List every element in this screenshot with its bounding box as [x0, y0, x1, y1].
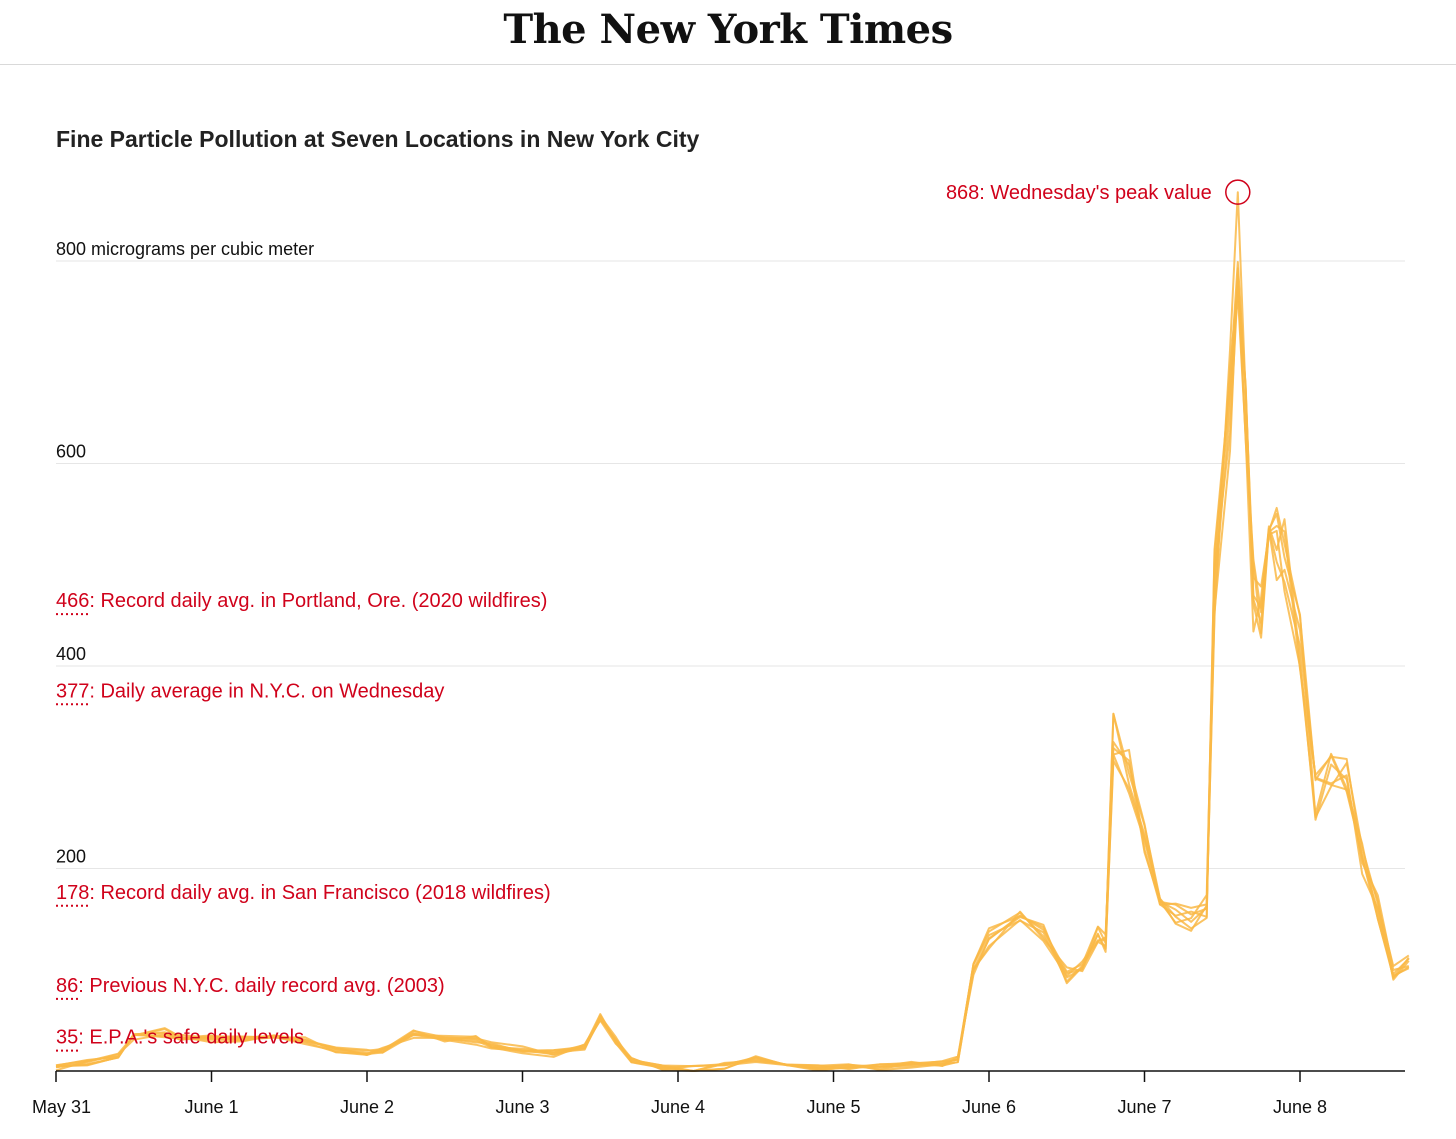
peak-annotation: 868: Wednesday's peak value	[946, 179, 1251, 205]
y-tick-label: 400	[56, 644, 86, 664]
series-lines	[55, 191, 1410, 1072]
series-line	[55, 273, 1410, 1071]
nyt-logo[interactable]: The New York Times	[503, 6, 953, 53]
reference-annotation: 377: Daily average in N.Y.C. on Wednesda…	[56, 680, 444, 706]
reference-value: 377	[56, 680, 89, 702]
series-line	[55, 191, 1410, 1072]
reference-value: 178	[56, 882, 89, 904]
chart-title: Fine Particle Pollution at Seven Locatio…	[56, 126, 700, 152]
x-axis: May 31 June 1 June 2 June 3 June 4 June 5 June…	[32, 1070, 1405, 1117]
reference-annotation: 35: E.P.A.'s safe daily levels	[56, 1027, 304, 1052]
x-tick-label: June 4	[651, 1097, 705, 1117]
y-tick-label: 600	[56, 442, 86, 462]
reference-label: 86: Previous N.Y.C. daily record avg. (2…	[56, 975, 445, 997]
x-tick-label: June 7	[1117, 1097, 1171, 1117]
reference-text: : Daily average in N.Y.C. on Wednesday	[89, 680, 444, 702]
y-axis-ticks: 800 micrograms per cubic meter 600 400 200	[56, 239, 314, 867]
x-tick-label: June 3	[495, 1097, 549, 1117]
reference-text: : Record daily avg. in Portland, Ore. (2…	[89, 590, 547, 612]
reference-annotation: 178: Record daily avg. in San Francisco …	[56, 882, 551, 907]
reference-label: 466: Record daily avg. in Portland, Ore.…	[56, 590, 547, 612]
peak-label: 868: Wednesday's peak value	[946, 182, 1212, 204]
reference-value: 466	[56, 590, 89, 612]
reference-label: 178: Record daily avg. in San Francisco …	[56, 882, 551, 904]
series-line	[55, 286, 1410, 1072]
x-tick-label: June 2	[340, 1097, 394, 1117]
reference-annotation: 86: Previous N.Y.C. daily record avg. (2…	[56, 975, 445, 1000]
reference-text: : E.P.A.'s safe daily levels	[78, 1027, 304, 1049]
x-tick-label: June 6	[962, 1097, 1016, 1117]
reference-value: 86	[56, 975, 78, 997]
x-tick-label: June 1	[184, 1097, 238, 1117]
y-tick-label: 800 micrograms per cubic meter	[56, 239, 314, 259]
reference-label: 377: Daily average in N.Y.C. on Wednesda…	[56, 680, 444, 702]
reference-value: 35	[56, 1027, 78, 1049]
masthead: The New York Times	[0, 0, 1456, 65]
x-tick-label: June 8	[1273, 1097, 1327, 1117]
reference-text: : Previous N.Y.C. daily record avg. (200…	[78, 975, 444, 997]
reference-text: : Record daily avg. in San Francisco (20…	[89, 882, 550, 904]
x-tick-label: May 31	[32, 1097, 91, 1117]
series-line	[55, 261, 1410, 1072]
grid-lines	[56, 260, 1405, 869]
series-line	[55, 267, 1410, 1071]
reference-label: 35: E.P.A.'s safe daily levels	[56, 1027, 304, 1049]
x-tick-label: June 5	[806, 1097, 860, 1117]
y-tick-label: 200	[56, 847, 86, 867]
reference-annotations: 466: Record daily avg. in Portland, Ore.…	[56, 590, 551, 1052]
reference-annotation: 466: Record daily avg. in Portland, Ore.…	[56, 590, 547, 616]
peak-marker	[1225, 179, 1251, 205]
series-line	[55, 279, 1410, 1072]
